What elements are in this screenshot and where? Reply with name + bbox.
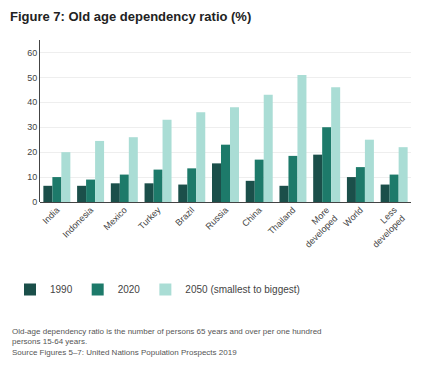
svg-text:Mexico: Mexico bbox=[102, 205, 129, 232]
svg-text:Brazil: Brazil bbox=[173, 205, 196, 228]
svg-text:60: 60 bbox=[27, 48, 37, 58]
svg-text:Turkey: Turkey bbox=[136, 205, 163, 232]
svg-text:India: India bbox=[41, 205, 62, 226]
svg-text:Figure 7: Old age dependency r: Figure 7: Old age dependency ratio (%) bbox=[10, 9, 251, 24]
svg-text:20: 20 bbox=[27, 147, 37, 157]
svg-text:2050 (smallest to biggest): 2050 (smallest to biggest) bbox=[185, 284, 300, 295]
svg-text:1990: 1990 bbox=[50, 284, 73, 295]
svg-text:30: 30 bbox=[27, 122, 37, 132]
svg-text:Lessdeveloped: Lessdeveloped bbox=[362, 205, 407, 250]
svg-text:World: World bbox=[341, 205, 365, 229]
svg-text:10: 10 bbox=[27, 172, 37, 182]
svg-text:0: 0 bbox=[32, 197, 37, 207]
svg-text:Thailand: Thailand bbox=[266, 205, 297, 236]
svg-text:Russia: Russia bbox=[204, 205, 231, 232]
svg-text:Indonesia: Indonesia bbox=[61, 205, 96, 240]
svg-text:40: 40 bbox=[27, 97, 37, 107]
svg-text:50: 50 bbox=[27, 73, 37, 83]
svg-text:2020: 2020 bbox=[118, 284, 141, 295]
svg-text:China: China bbox=[240, 205, 264, 229]
svg-text:Moredeveloped: Moredeveloped bbox=[295, 205, 340, 250]
svg-text:Old-age dependency ratio is th: Old-age dependency ratio is the number o… bbox=[12, 327, 322, 357]
